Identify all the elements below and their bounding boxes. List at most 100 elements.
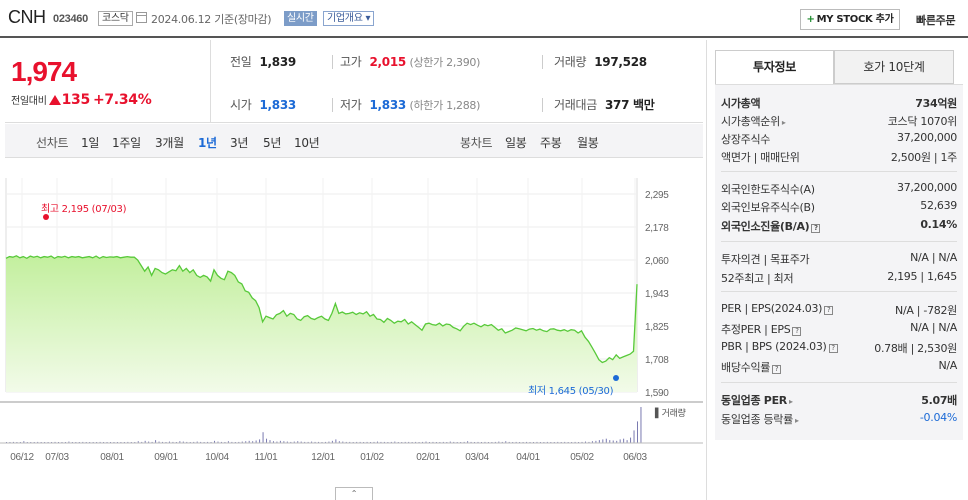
tab-1w[interactable]: 1주일 xyxy=(112,136,141,150)
realtime-badge[interactable]: 실시간 xyxy=(284,11,317,26)
divider xyxy=(332,98,333,112)
volume-bar xyxy=(238,441,240,443)
info-value: 2,195 | 1,645 xyxy=(887,270,957,283)
info-label: 상장주식수 xyxy=(721,133,771,146)
help-icon[interactable]: ? xyxy=(828,344,838,353)
info-panel: 투자정보 호가 10단계 시가총액 734억원 시가총액순위 ▸ 코스닥 1070위 상장… xyxy=(706,40,968,500)
high-marker xyxy=(43,214,49,220)
info-label: 시가총액 xyxy=(721,97,761,110)
volume-bar xyxy=(272,441,274,443)
volume-bar xyxy=(342,441,344,443)
x-tick-label: 02/01 xyxy=(416,452,440,463)
volume-bar xyxy=(245,441,247,443)
collapse-chart-button[interactable]: ⌃ xyxy=(335,487,373,500)
volume-bar xyxy=(241,441,243,443)
volume-bar xyxy=(345,441,347,443)
x-tick-label: 06/12 xyxy=(10,452,34,463)
volume-bar xyxy=(373,441,375,443)
volume-bar xyxy=(214,440,216,443)
divider xyxy=(721,241,957,242)
period-tabs: 선차트 1일 1주일 3개월 1년 3년 5년 10년 봉차트 일봉 주봉 월봉 xyxy=(5,124,703,158)
y-tick-label: 1,943 xyxy=(645,289,669,300)
volume-bar xyxy=(172,441,174,443)
volume-bar xyxy=(536,441,538,443)
x-tick-label: 12/01 xyxy=(311,452,335,463)
x-tick-label: 03/04 xyxy=(465,452,489,463)
info-value: 37,200,000 xyxy=(897,181,957,194)
help-icon[interactable]: ? xyxy=(824,306,834,315)
volume-bar xyxy=(633,430,635,443)
open-price: 시가 1,833 xyxy=(230,98,296,112)
volume-bar xyxy=(193,441,195,443)
volume-bar xyxy=(328,441,330,443)
info-value: 734억원 xyxy=(915,97,957,110)
volume-bar xyxy=(269,440,271,443)
volume-bar xyxy=(640,407,642,443)
x-tick-label: 11/01 xyxy=(255,452,279,463)
tab-monthly[interactable]: 월봉 xyxy=(577,136,599,150)
info-label: 외국인한도주식수(A) xyxy=(721,183,815,196)
info-value: N/A | -782원 xyxy=(895,304,957,317)
volume-bar xyxy=(207,441,209,443)
tab-investment-info[interactable]: 투자정보 xyxy=(715,50,834,84)
investment-info-table: 시가총액 734억원 시가총액순위 ▸ 코스닥 1070위 상장주식수 37,200,000… xyxy=(715,84,963,440)
help-icon[interactable]: ? xyxy=(772,365,782,374)
tab-daily[interactable]: 일봉 xyxy=(505,136,527,150)
volume-bar xyxy=(68,441,70,443)
volume-bar xyxy=(366,441,368,443)
help-icon[interactable]: ? xyxy=(811,224,821,233)
volume-bar xyxy=(616,440,618,443)
x-tick-label: 10/04 xyxy=(205,452,229,463)
info-value: 2,500원 | 1주 xyxy=(890,151,957,164)
up-triangle-icon xyxy=(48,95,61,105)
volume-bar xyxy=(484,441,486,443)
volume-bar xyxy=(162,441,164,443)
help-icon[interactable]: ? xyxy=(792,327,802,336)
info-value: N/A xyxy=(938,359,957,372)
current-price: 1,974 xyxy=(11,56,77,87)
y-tick-label: 2,178 xyxy=(645,223,669,234)
volume-bar xyxy=(179,441,181,443)
tab-5y[interactable]: 5년 xyxy=(263,136,282,150)
volume-bar xyxy=(432,441,434,443)
tab-3y[interactable]: 3년 xyxy=(230,136,249,150)
tab-orderbook[interactable]: 호가 10단계 xyxy=(834,50,954,84)
chevron-right-icon: ▸ xyxy=(788,397,793,406)
volume-bar xyxy=(307,441,309,443)
volume-bar xyxy=(262,432,264,443)
volume-bar xyxy=(453,441,455,443)
info-label: 시가총액순위 ▸ xyxy=(721,115,786,128)
info-value: N/A | N/A xyxy=(910,251,957,264)
info-label: PER | EPS(2024.03)? xyxy=(721,302,834,315)
price-chart: 2,295 2,178 2,060 1,943 1,825 1,708 1,590 최고 2… xyxy=(0,178,703,463)
volume-bar xyxy=(557,441,559,443)
tab-weekly[interactable]: 주봉 xyxy=(540,136,562,150)
volume-bar xyxy=(467,441,469,443)
add-mystock-button[interactable]: + MY STOCK 추가 xyxy=(800,9,900,30)
volume-bar xyxy=(248,440,250,443)
volume-bar xyxy=(515,441,517,443)
chevron-right-icon: ▸ xyxy=(794,416,799,425)
volume-bar xyxy=(279,440,281,443)
tab-1d[interactable]: 1일 xyxy=(81,136,100,150)
quick-order-button[interactable]: 빠른주문 xyxy=(916,14,956,27)
tab-10y[interactable]: 10년 xyxy=(294,136,320,150)
calendar-icon xyxy=(136,12,147,23)
volume-bar xyxy=(602,439,604,443)
volume-bar xyxy=(293,441,295,443)
volume-bar xyxy=(588,441,590,443)
tab-1y[interactable]: 1년 xyxy=(198,136,217,150)
price-area xyxy=(6,255,637,392)
company-info-dropdown[interactable]: 기업개요 ▾ xyxy=(323,11,375,26)
volume-bar xyxy=(626,440,628,443)
info-value: 0.78배 | 2,530원 xyxy=(874,342,957,355)
tab-3m[interactable]: 3개월 xyxy=(155,136,184,150)
volume-bar xyxy=(498,441,500,443)
volume-bar xyxy=(300,441,302,443)
volume-bar xyxy=(141,441,143,443)
volume-bar xyxy=(304,441,306,443)
volume-bar xyxy=(335,439,337,443)
volume-bar xyxy=(526,441,528,443)
volume-bar xyxy=(595,440,597,443)
volume-bar xyxy=(12,441,14,443)
